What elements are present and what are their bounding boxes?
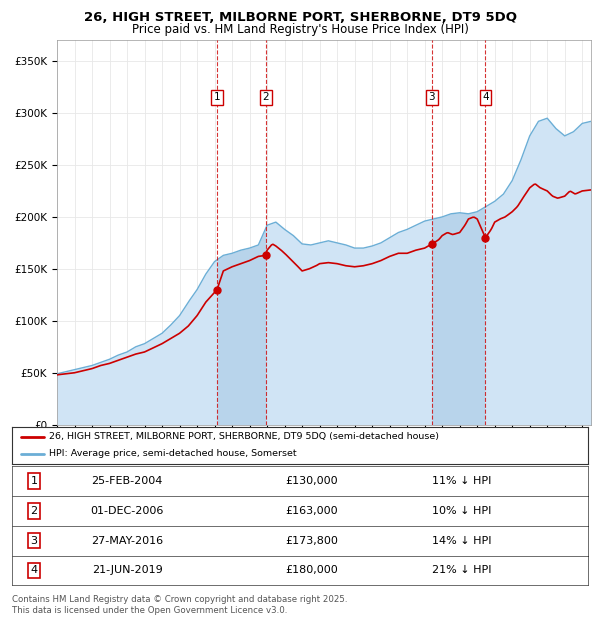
Text: 26, HIGH STREET, MILBORNE PORT, SHERBORNE, DT9 5DQ (semi-detached house): 26, HIGH STREET, MILBORNE PORT, SHERBORN… [49, 432, 439, 441]
Text: 01-DEC-2006: 01-DEC-2006 [91, 506, 164, 516]
Text: 3: 3 [31, 536, 37, 546]
Text: This data is licensed under the Open Government Licence v3.0.: This data is licensed under the Open Gov… [12, 606, 287, 616]
Text: £130,000: £130,000 [285, 476, 338, 486]
Text: 4: 4 [31, 565, 37, 575]
Text: Contains HM Land Registry data © Crown copyright and database right 2025.: Contains HM Land Registry data © Crown c… [12, 595, 347, 604]
Text: 2: 2 [31, 506, 37, 516]
Text: 27-MAY-2016: 27-MAY-2016 [91, 536, 163, 546]
Text: 2: 2 [262, 92, 269, 102]
Text: 21-JUN-2019: 21-JUN-2019 [92, 565, 163, 575]
Text: 25-FEB-2004: 25-FEB-2004 [92, 476, 163, 486]
Text: 4: 4 [482, 92, 489, 102]
Text: 10% ↓ HPI: 10% ↓ HPI [431, 506, 491, 516]
Text: 21% ↓ HPI: 21% ↓ HPI [431, 565, 491, 575]
Text: £173,800: £173,800 [285, 536, 338, 546]
Text: 1: 1 [214, 92, 220, 102]
Text: £163,000: £163,000 [285, 506, 338, 516]
Text: 3: 3 [428, 92, 435, 102]
Text: Price paid vs. HM Land Registry's House Price Index (HPI): Price paid vs. HM Land Registry's House … [131, 24, 469, 36]
Text: 14% ↓ HPI: 14% ↓ HPI [431, 536, 491, 546]
Text: 26, HIGH STREET, MILBORNE PORT, SHERBORNE, DT9 5DQ: 26, HIGH STREET, MILBORNE PORT, SHERBORN… [83, 11, 517, 24]
Text: 11% ↓ HPI: 11% ↓ HPI [431, 476, 491, 486]
Text: £180,000: £180,000 [285, 565, 338, 575]
Text: HPI: Average price, semi-detached house, Somerset: HPI: Average price, semi-detached house,… [49, 450, 297, 458]
Text: 1: 1 [31, 476, 37, 486]
